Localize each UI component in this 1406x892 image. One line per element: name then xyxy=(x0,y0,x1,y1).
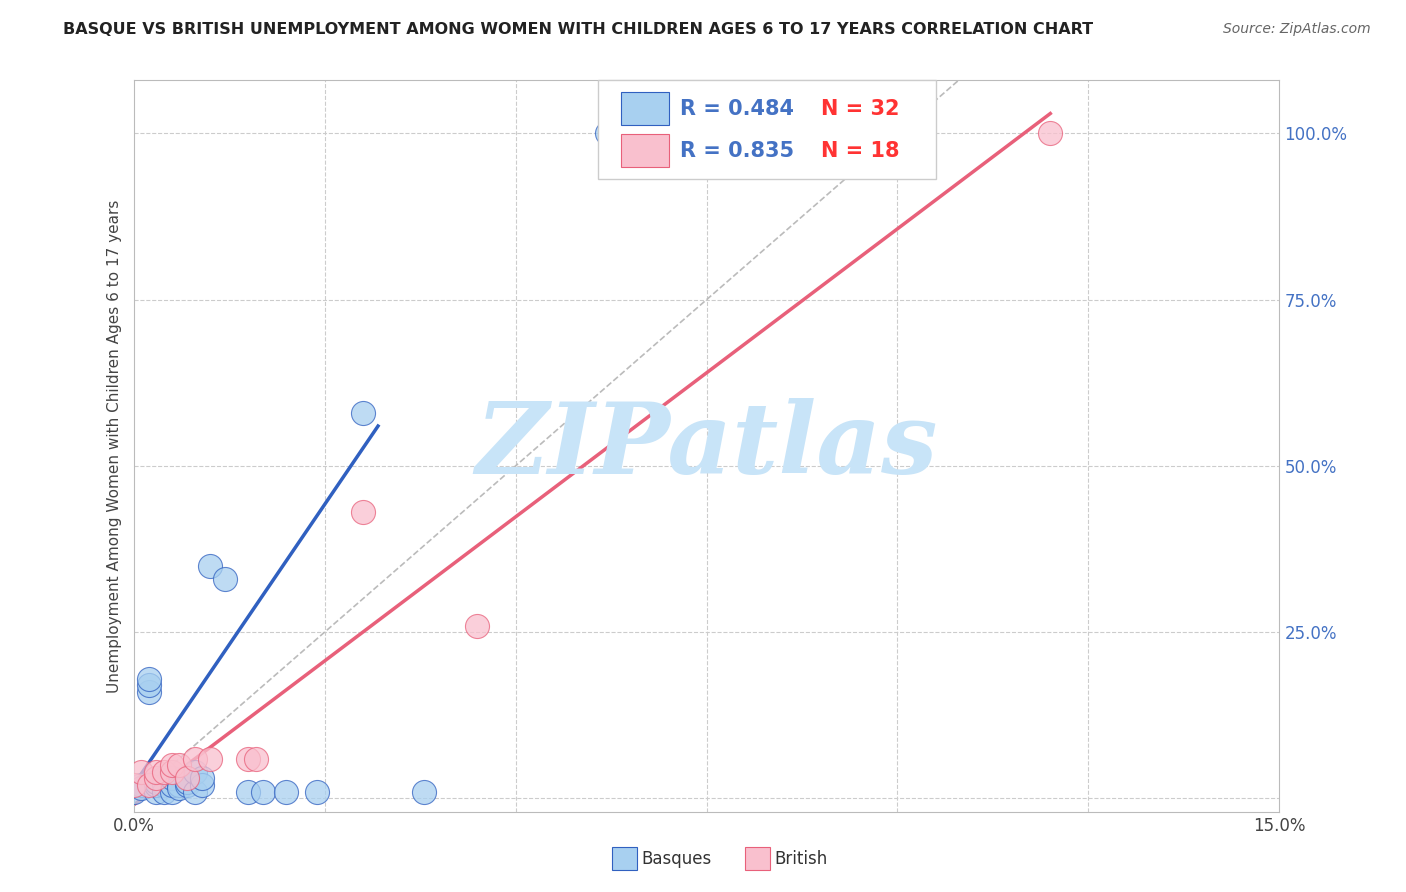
Point xyxy=(153,785,176,799)
Text: Basques: Basques xyxy=(641,850,711,868)
Point xyxy=(129,764,152,779)
Point xyxy=(138,672,160,686)
Point xyxy=(467,618,489,632)
Point xyxy=(198,751,221,765)
Text: BASQUE VS BRITISH UNEMPLOYMENT AMONG WOMEN WITH CHILDREN AGES 6 TO 17 YEARS CORR: BASQUE VS BRITISH UNEMPLOYMENT AMONG WOM… xyxy=(63,22,1094,37)
Point xyxy=(153,764,176,779)
Point xyxy=(153,772,176,786)
FancyBboxPatch shape xyxy=(620,92,669,125)
Point xyxy=(236,751,259,765)
Point xyxy=(276,785,298,799)
Point xyxy=(138,685,160,699)
FancyBboxPatch shape xyxy=(598,80,935,179)
Point xyxy=(145,764,167,779)
Point xyxy=(138,778,160,792)
Point xyxy=(183,764,205,779)
Point xyxy=(145,778,167,792)
Point xyxy=(122,778,145,792)
Point xyxy=(191,772,214,786)
Point xyxy=(352,506,374,520)
Point xyxy=(236,785,259,799)
Point xyxy=(129,778,152,792)
Point xyxy=(245,751,267,765)
Point xyxy=(794,127,817,141)
Text: R = 0.484: R = 0.484 xyxy=(681,99,794,119)
Point xyxy=(412,785,434,799)
Point xyxy=(1039,127,1062,141)
Point xyxy=(138,678,160,692)
Point xyxy=(153,778,176,792)
Point xyxy=(176,778,198,792)
Point xyxy=(169,781,191,796)
Text: Source: ZipAtlas.com: Source: ZipAtlas.com xyxy=(1223,22,1371,37)
Text: N = 32: N = 32 xyxy=(821,99,900,119)
Point xyxy=(214,572,236,586)
Point xyxy=(176,774,198,789)
Point xyxy=(183,785,205,799)
Point xyxy=(160,772,183,786)
Text: British: British xyxy=(775,850,828,868)
Text: N = 18: N = 18 xyxy=(821,141,900,161)
Point xyxy=(169,778,191,792)
Point xyxy=(145,774,167,789)
Point xyxy=(198,558,221,573)
Point xyxy=(305,785,328,799)
Point xyxy=(596,127,619,141)
Point xyxy=(160,785,183,799)
Point xyxy=(160,758,183,772)
Text: R = 0.835: R = 0.835 xyxy=(681,141,794,161)
FancyBboxPatch shape xyxy=(620,134,669,167)
Point xyxy=(160,778,183,792)
Point xyxy=(252,785,274,799)
Point xyxy=(129,781,152,796)
Y-axis label: Unemployment Among Women with Children Ages 6 to 17 years: Unemployment Among Women with Children A… xyxy=(107,199,122,693)
Point xyxy=(352,406,374,420)
Point xyxy=(145,785,167,799)
Point xyxy=(169,758,191,772)
Point xyxy=(145,772,167,786)
Text: ZIPatlas: ZIPatlas xyxy=(475,398,938,494)
Point xyxy=(176,772,198,786)
Point xyxy=(191,778,214,792)
Point xyxy=(183,751,205,765)
Point xyxy=(160,764,183,779)
Point xyxy=(122,785,145,799)
